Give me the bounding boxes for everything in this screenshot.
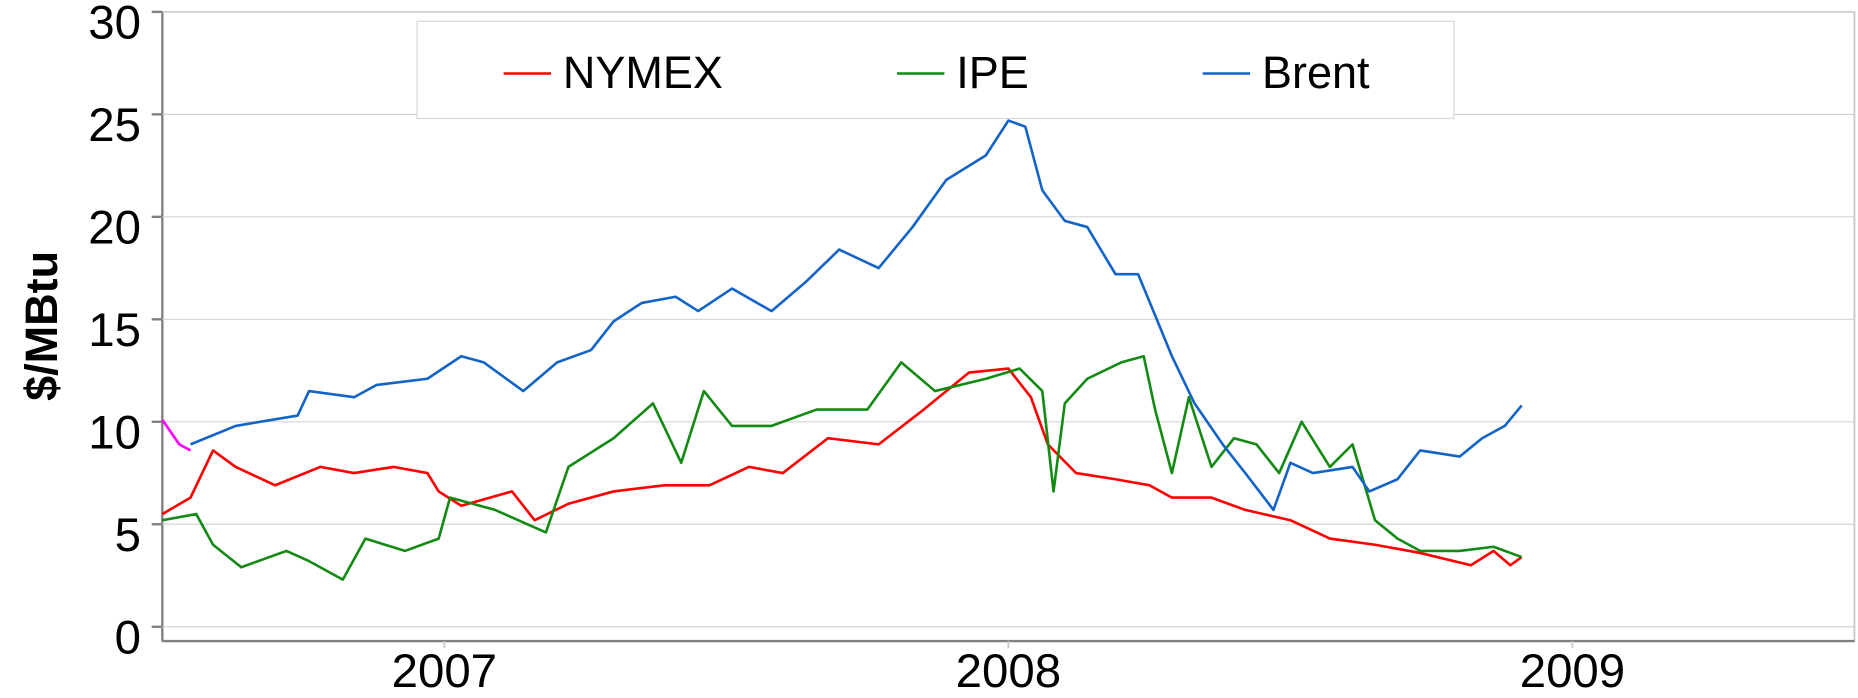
legend bbox=[416, 20, 1455, 120]
legend-label: NYMEX bbox=[563, 47, 723, 98]
series-line bbox=[162, 354, 1523, 581]
y-tick-label: 20 bbox=[88, 202, 141, 255]
series-line bbox=[161, 367, 1523, 567]
y-tick-label: 25 bbox=[88, 99, 141, 152]
series-line bbox=[190, 119, 1523, 512]
y-tick-label: 15 bbox=[88, 304, 141, 357]
legend-label: Brent bbox=[1262, 47, 1370, 98]
series-line bbox=[161, 419, 192, 452]
x-tick-label: 2008 bbox=[956, 645, 1061, 698]
y-tick-label: 30 bbox=[88, 0, 141, 50]
x-tick-label: 2007 bbox=[392, 645, 497, 698]
y-tick-label: 5 bbox=[115, 509, 141, 562]
legend-label: IPE bbox=[956, 47, 1029, 98]
y-tick-label: 0 bbox=[115, 611, 141, 664]
y-tick-label: 10 bbox=[88, 407, 141, 460]
x-tick-label: 2009 bbox=[1520, 645, 1625, 698]
legend-items: NYMEX IPE Brent bbox=[503, 47, 1370, 98]
y-axis-label: $/MBtu bbox=[16, 251, 67, 401]
